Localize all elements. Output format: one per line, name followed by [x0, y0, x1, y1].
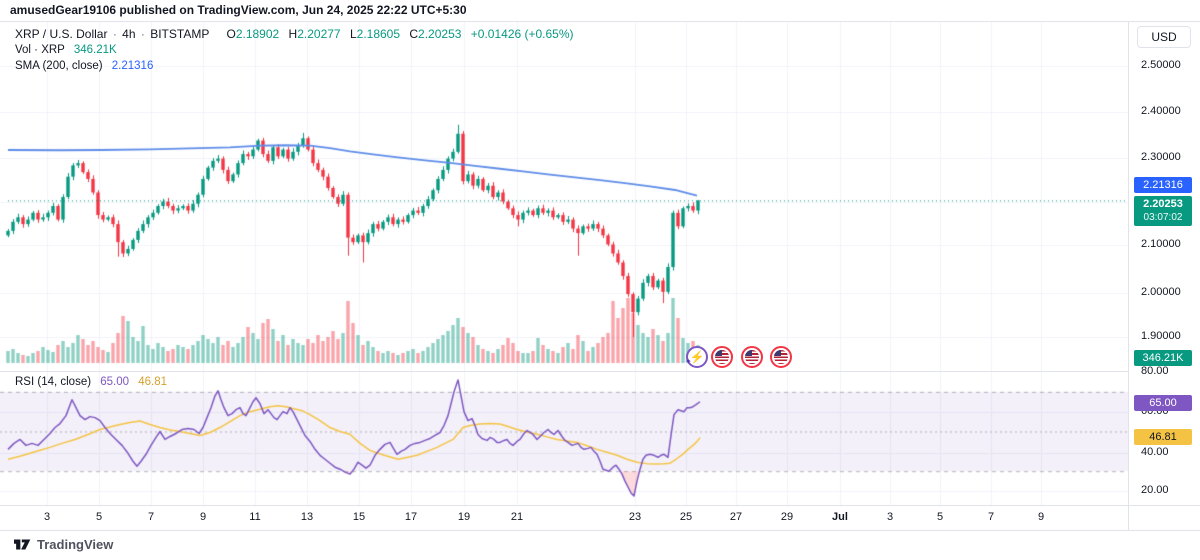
volume-badge: 346.21K — [1134, 350, 1192, 366]
price-axis-label: 80.00 — [1141, 365, 1169, 377]
time-axis-label: 13 — [300, 511, 314, 523]
price-axis-label: 40.00 — [1141, 446, 1169, 458]
time-axis-label: 21 — [510, 511, 524, 523]
divider — [0, 530, 1200, 531]
tradingview-logo[interactable]: TradingView — [14, 537, 113, 552]
currency-toggle-button[interactable]: USD — [1137, 26, 1191, 48]
interval-label: 4h — [122, 27, 136, 41]
rsi-ma-badge: 46.81 — [1134, 429, 1192, 445]
time-axis-label: 7 — [987, 511, 995, 523]
time-axis-label: 5 — [95, 511, 103, 523]
rsi-ma-value: 46.81 — [138, 376, 168, 388]
rsi-legend[interactable]: RSI (14, close) 65.00 46.81 — [15, 376, 167, 388]
us-flag-event-icon[interactable] — [770, 346, 792, 368]
time-axis-label: 23 — [628, 511, 642, 523]
time-axis-label: 9 — [199, 511, 207, 523]
open-value: 2.18902 — [235, 27, 280, 41]
symbol-legend[interactable]: XRP / U.S. Dollar · 4h · BITSTAMP O2.189… — [15, 27, 574, 41]
us-flag-event-icon[interactable] — [711, 346, 733, 368]
time-axis-divider — [0, 505, 1200, 506]
sma-label: SMA (200, close) — [15, 60, 103, 72]
bar-countdown: 03:07:02 — [1143, 212, 1183, 223]
rsi-badge: 65.00 — [1134, 395, 1192, 411]
time-axis-label: 29 — [780, 511, 794, 523]
time-axis-label: 5 — [936, 511, 944, 523]
time-axis-label: 25 — [679, 511, 693, 523]
price-axis-label: 1.90000 — [1141, 330, 1181, 342]
event-lightning-icon[interactable]: ⚡ ✦ — [685, 346, 708, 368]
rsi-label: RSI (14, close) — [15, 376, 92, 388]
exchange-label: BITSTAMP — [150, 27, 210, 41]
close-value: 2.20253 — [418, 27, 462, 41]
sma-legend[interactable]: SMA (200, close) 2.21316 — [15, 60, 153, 72]
last-price-badge: 2.20253 03:07:02 — [1134, 196, 1192, 226]
time-axis-label: 3 — [43, 511, 51, 523]
low-value: 2.18605 — [356, 27, 401, 41]
sma-value: 2.21316 — [111, 60, 154, 72]
volume-label: Vol · XRP — [15, 44, 65, 56]
change-value: +0.01426 (+0.65%) — [470, 27, 574, 41]
price-chart-canvas[interactable] — [0, 22, 1128, 505]
price-axis-label: 2.00000 — [1141, 286, 1181, 298]
axis-divider — [1128, 22, 1129, 530]
time-axis-label: 11 — [249, 511, 261, 523]
high-value: 2.20277 — [297, 27, 341, 41]
pane-divider[interactable] — [0, 371, 1128, 372]
publish-info: amusedGear19106 published on TradingView… — [10, 3, 467, 17]
us-flag-icon — [715, 350, 729, 364]
volume-value: 346.21K — [73, 44, 117, 56]
symbol-name: XRP / U.S. Dollar — [15, 27, 108, 41]
price-axis-label: 2.50000 — [1141, 59, 1181, 71]
volume-legend[interactable]: Vol · XRP 346.21K — [15, 44, 117, 56]
ohlc-values: O2.18902 H2.20277 L2.18605 C2.20253 +0.0… — [226, 27, 574, 41]
us-flag-icon — [774, 350, 788, 364]
time-axis-label: 7 — [147, 511, 155, 523]
price-axis-label: 20.00 — [1141, 484, 1169, 496]
price-axis-label: 2.40000 — [1141, 105, 1181, 117]
us-flag-event-icon[interactable] — [741, 346, 763, 368]
tradingview-logo-text: TradingView — [37, 537, 114, 552]
us-flag-icon — [745, 350, 759, 364]
divider — [0, 21, 1200, 22]
time-axis-label: 19 — [457, 511, 471, 523]
sma-price-badge: 2.21316 — [1134, 177, 1192, 193]
time-axis-label: 17 — [404, 511, 418, 523]
last-price-value: 2.20253 — [1143, 198, 1183, 210]
rsi-value: 65.00 — [100, 376, 130, 388]
price-axis-label: 2.30000 — [1141, 151, 1181, 163]
time-axis-label: 15 — [352, 511, 366, 523]
time-axis-label: 3 — [886, 511, 894, 523]
price-axis-label: 2.10000 — [1141, 238, 1181, 250]
time-axis-label: 9 — [1037, 511, 1045, 523]
tradingview-logo-icon — [14, 539, 31, 550]
time-axis-label: Jul — [832, 511, 848, 523]
time-axis-label: 27 — [729, 511, 743, 523]
